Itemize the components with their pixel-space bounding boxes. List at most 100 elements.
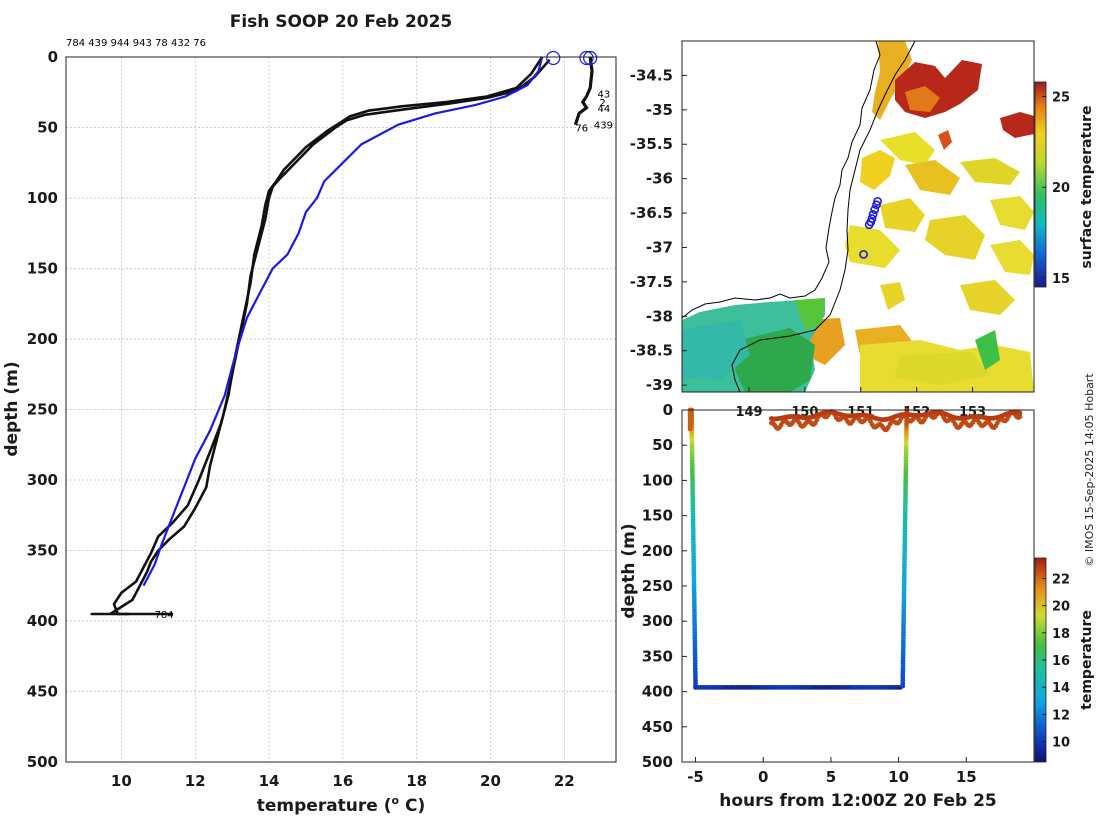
section-surface-point	[1017, 414, 1023, 420]
sst-patch-hot-core	[905, 86, 940, 112]
section-y-tick-label: 50	[652, 436, 673, 454]
section-surface-point	[1017, 410, 1023, 416]
profile-series-group	[90, 56, 594, 616]
profile-annotation: 76	[575, 124, 588, 135]
profile-y-tick-label: 200	[27, 330, 58, 348]
profile-y-tick-label: 450	[27, 683, 58, 701]
profile-annotation: 439	[594, 121, 613, 132]
section-y-tick-label: 200	[642, 542, 673, 560]
profile-series-784	[112, 56, 544, 616]
section-x-tick-label: 10	[888, 768, 909, 786]
profile-surface-marker	[583, 50, 598, 66]
map-y-tick-label: -37.5	[630, 273, 673, 291]
profile-y-tick-label: 0	[48, 48, 58, 66]
profile-xlabel-sup: o	[392, 794, 400, 807]
map-y-tick-label: -36	[646, 170, 673, 188]
sst-patch-yellow-5	[990, 196, 1034, 230]
profile-x-tick-label: 16	[332, 772, 353, 790]
profile-y-tick-label: 400	[27, 612, 58, 630]
profile-x-tick-label: 12	[185, 772, 206, 790]
section-x-axis-label: hours from 12:00Z 20 Feb 25	[719, 791, 997, 811]
profile-x-tick-label: 22	[554, 772, 575, 790]
temperature-colorbar-tick-label: 16	[1052, 654, 1070, 669]
section-y-tick-label: 150	[642, 507, 673, 525]
transect-station-marker	[870, 205, 880, 215]
temperature-colorbar-tick-label: 10	[1052, 736, 1070, 751]
transect-station-marker	[868, 210, 878, 219]
section-y-axis-label: depth (m)	[619, 523, 639, 618]
sst-patch-yellow-2	[880, 132, 935, 165]
profile-xlabel-start: temperature (	[257, 796, 392, 816]
profile-surface-marker	[546, 50, 561, 66]
section-x-tick-label: 15	[956, 768, 977, 786]
map-y-tick-label: -34.5	[630, 66, 673, 84]
temperature-colorbar-tick-label: 20	[1052, 600, 1070, 615]
credit-text: © IMOS 15-Sep-2025 14:05 Hobart	[1083, 373, 1096, 567]
map-y-tick-label: -39	[646, 376, 673, 394]
map-y-tick-label: -38	[646, 307, 673, 325]
section-y-tick-label: 450	[642, 718, 673, 736]
sst-patch-yellow-3	[905, 160, 960, 195]
map-x-tick-label: 149	[735, 405, 762, 420]
profile-annotation: 44	[598, 104, 611, 115]
sst-patch-teal	[682, 320, 750, 380]
profile-series-439	[90, 58, 551, 616]
section-y-tick-label: 100	[642, 471, 673, 489]
sst-patch-yellow-9	[990, 240, 1034, 275]
map-y-tick-label: -37	[646, 238, 673, 256]
temperature-colorbar-tick-label: 18	[1052, 627, 1070, 642]
profile-id-list: 784 439 944 943 78 432 76	[66, 38, 206, 49]
section-y-tick-label: 300	[642, 612, 673, 630]
sst-patch-green-1	[975, 330, 1000, 370]
profile-y-tick-label: 150	[27, 260, 58, 278]
sst-colorbar-label: surface temperature	[1079, 105, 1095, 268]
section-points-group	[687, 407, 1023, 690]
temperature-colorbar-tick-label: 22	[1052, 572, 1070, 587]
profile-y-tick-label: 50	[37, 119, 58, 137]
profile-annotation: 784	[155, 610, 174, 621]
profile-x-tick-label: 10	[111, 772, 132, 790]
profile-y-tick-label: 500	[27, 753, 58, 771]
profile-surface-marker	[579, 50, 594, 66]
coastline	[682, 41, 881, 319]
section-cast-top-point	[687, 426, 693, 432]
map-y-tick-label: -35	[646, 101, 673, 119]
temperature-colorbar-tick-label: 12	[1052, 708, 1070, 723]
shelf-contour	[731, 41, 916, 392]
sst-patch-yellow-4	[960, 158, 1020, 185]
sst-colorbar-tick-label: 25	[1052, 91, 1070, 106]
sst-patch-yellow-8	[925, 215, 985, 260]
map-axes-frame	[681, 40, 1035, 393]
sst-map-content	[682, 41, 1034, 392]
transect-station-marker	[864, 220, 874, 230]
section-axes-frame	[681, 409, 1035, 763]
profile-axes-frame	[65, 56, 617, 763]
profile-series-climatology	[142, 56, 544, 587]
section-panel: -5 0 5 10 15 050100150200250300350400450500 …	[619, 401, 1095, 811]
profile-y-tick-label: 100	[27, 189, 58, 207]
sst-patch-yellow-7	[845, 225, 900, 268]
profile-y-axis-label: depth (m)	[2, 361, 22, 456]
profile-x-tick-label: 20	[480, 772, 501, 790]
figure-title: Fish SOOP 20 Feb 2025	[230, 12, 453, 32]
section-y-tick-label: 350	[642, 647, 673, 665]
profile-x-axis-label: temperature (o C)	[257, 794, 426, 816]
land-mass	[682, 41, 876, 315]
temperature-colorbar-label: temperature	[1079, 610, 1095, 710]
temperature-colorbar-tick-label: 14	[1052, 681, 1070, 696]
section-x-tick-label: 0	[758, 768, 768, 786]
sst-colorbar-tick-label: 20	[1052, 181, 1070, 196]
profile-x-tick-label: 14	[259, 772, 280, 790]
sst-patch-green-2	[735, 328, 815, 392]
transect-station-marker	[872, 200, 881, 210]
section-x-tick-label: 5	[826, 768, 836, 786]
profile-y-tick-label: 350	[27, 542, 58, 560]
section-y-tick-label: 250	[642, 577, 673, 595]
transect-station-marker	[859, 249, 868, 259]
sst-patch-yellow-13	[895, 352, 990, 385]
profile-y-tick-label: 300	[27, 471, 58, 489]
sst-patch-yellow-11	[960, 280, 1015, 315]
sst-colorbar	[1034, 81, 1047, 288]
